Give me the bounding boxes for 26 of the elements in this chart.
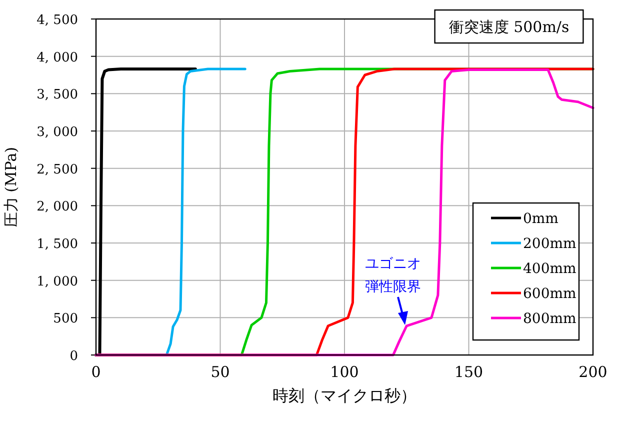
y-tick-label: 1, 000 (36, 274, 78, 290)
x-tick-label: 100 (330, 363, 359, 381)
legend-label: 800mm (523, 311, 576, 327)
y-tick-label: 2, 500 (36, 162, 78, 178)
legend-label: 0mm (523, 211, 558, 227)
legend-label: 600mm (523, 286, 576, 302)
chart-title: 衝突速度 500m/s (448, 18, 570, 36)
legend-label: 400mm (523, 261, 576, 277)
title-box: 衝突速度 500m/s (434, 9, 584, 44)
y-tick-label: 4, 000 (36, 50, 78, 66)
annotation: 弾性限界 (365, 279, 421, 295)
y-tick-label: 1, 500 (36, 237, 78, 252)
y-tick-label: 2, 000 (36, 200, 78, 215)
x-tick-label: 0 (91, 363, 101, 381)
x-tick-label: 150 (454, 363, 484, 381)
y-tick-label: 4, 500 (36, 13, 78, 28)
y-axis-title: 圧力 (MPa) (2, 146, 20, 228)
x-axis-title: 時刻（マイクロ秒） (272, 386, 416, 405)
y-tick-label: 3, 500 (36, 88, 78, 103)
x-tick-label: 200 (578, 363, 608, 381)
y-tick-label: 500 (53, 312, 78, 327)
annotation: ユゴニオ (365, 256, 421, 272)
x-tick-label: 50 (210, 363, 230, 381)
y-tick-label: 3, 000 (36, 125, 78, 140)
legend-label: 200mm (523, 236, 576, 252)
y-tick-label: 0 (70, 349, 78, 364)
